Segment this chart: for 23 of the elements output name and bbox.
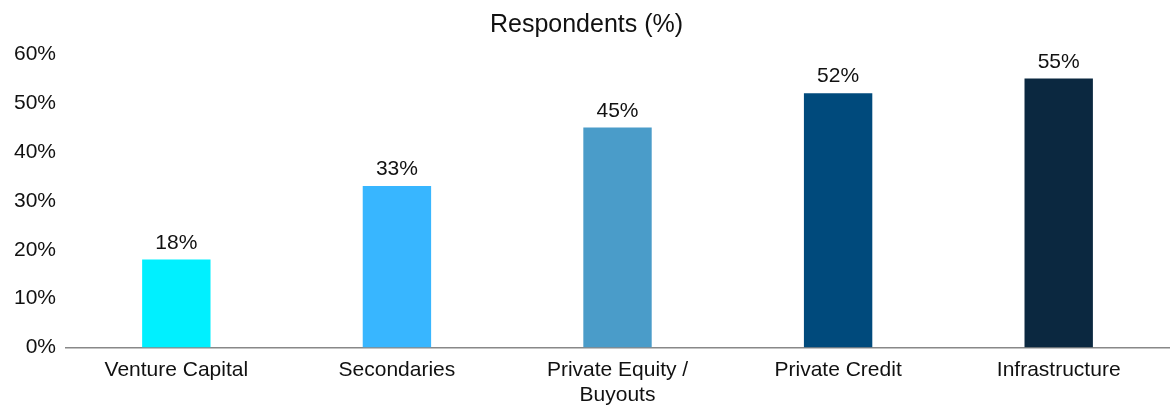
bar [1024, 78, 1093, 348]
data-label: 45% [596, 97, 639, 121]
bar [362, 186, 432, 348]
y-tick-label: 20% [14, 236, 57, 260]
x-tick-label: Private Credit [774, 357, 902, 380]
chart-title: Respondents (%) [489, 8, 684, 37]
x-tick-label: Venture Capital [104, 357, 249, 380]
bar [803, 93, 873, 348]
y-tick-label: 60% [14, 40, 57, 64]
data-label: 52% [817, 63, 860, 87]
bar [583, 127, 652, 348]
y-tick-label: 10% [14, 285, 57, 309]
y-tick-label: 30% [14, 187, 57, 211]
x-tick-label: Infrastructure [996, 357, 1121, 380]
x-tick-label: Private Equity / Buyouts [546, 357, 689, 406]
y-tick-label: 0% [25, 334, 57, 358]
data-label: 55% [1037, 48, 1080, 72]
x-tick-label: Secondaries [338, 357, 456, 380]
bar [142, 259, 211, 348]
data-label: 18% [155, 229, 198, 253]
data-label: 33% [375, 156, 418, 180]
y-tick-label: 50% [14, 89, 57, 113]
y-tick-label: 40% [14, 138, 57, 162]
